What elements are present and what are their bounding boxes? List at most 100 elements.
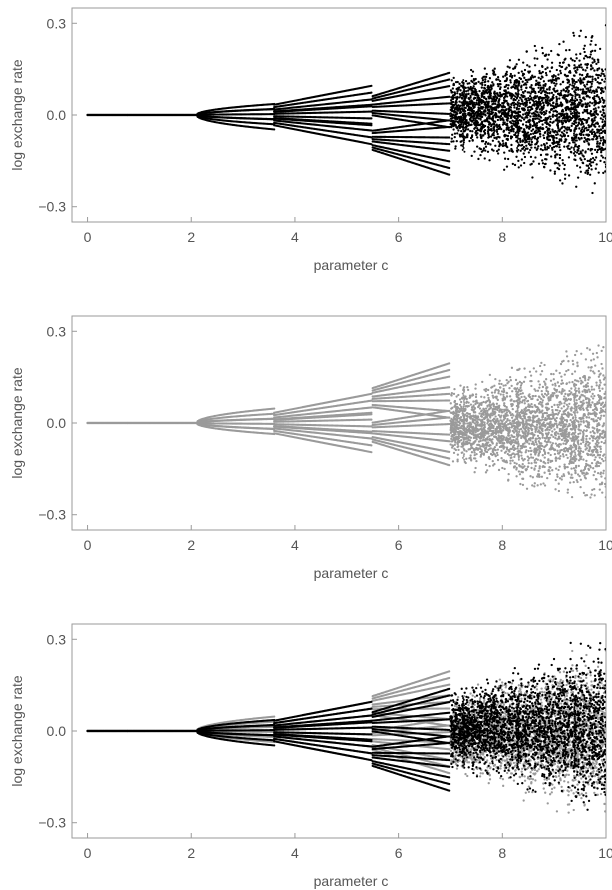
data-point [499, 95, 502, 98]
data-point [528, 65, 531, 68]
data-point [531, 119, 534, 122]
data-point [530, 143, 533, 146]
data-point [524, 116, 527, 119]
data-point [548, 88, 551, 91]
data-point [520, 98, 523, 101]
data-point [492, 72, 495, 75]
data-point [552, 136, 556, 139]
data-point [555, 133, 558, 137]
data-point [595, 135, 598, 138]
data-point [522, 107, 526, 110]
data-point [473, 117, 477, 120]
data-point [493, 102, 497, 106]
data-point [464, 114, 468, 117]
data-point [487, 128, 490, 131]
data-point [495, 128, 499, 131]
data-point [506, 146, 509, 149]
data-point [592, 138, 595, 141]
data-point [589, 43, 592, 46]
data-point [556, 143, 560, 146]
data-point [587, 128, 590, 132]
data-point [602, 101, 605, 104]
data-point [505, 108, 508, 112]
data-point [580, 99, 583, 102]
data-point [529, 133, 533, 136]
data-point [599, 81, 602, 85]
data-point [511, 85, 514, 88]
data-point [568, 142, 571, 145]
data-point [483, 86, 486, 90]
data-point [454, 103, 457, 106]
data-point [491, 119, 495, 122]
data-point [498, 91, 502, 94]
data-point [531, 87, 535, 91]
data-point [578, 73, 582, 76]
data-point [542, 101, 545, 105]
data-point [510, 122, 513, 125]
data-point [520, 158, 524, 161]
data-point [454, 124, 457, 127]
data-point [535, 79, 538, 82]
data-point [513, 124, 516, 127]
data-point [595, 88, 598, 91]
data-point [570, 124, 573, 128]
data-point [448, 166, 451, 170]
data-point [576, 87, 580, 90]
data-point [482, 89, 485, 92]
data-point [505, 165, 509, 168]
data-point [475, 90, 478, 94]
data-point [602, 171, 605, 175]
data-point [501, 106, 505, 109]
data-point [467, 86, 470, 89]
data-point [542, 110, 546, 114]
data-point [589, 110, 593, 113]
data-point [551, 113, 555, 116]
data-point [593, 114, 596, 117]
data-point [590, 152, 594, 155]
data-point [542, 118, 546, 122]
data-point [584, 69, 587, 72]
data-point [476, 128, 479, 132]
data-point [604, 117, 606, 120]
data-point [466, 128, 470, 131]
data-point [482, 130, 486, 133]
data-point [494, 100, 497, 103]
data-point [485, 72, 488, 76]
data-point [496, 103, 499, 106]
data-point [484, 78, 487, 81]
data-point [480, 140, 484, 143]
data-point [598, 125, 601, 128]
data-point [464, 119, 468, 123]
data-point [534, 83, 537, 87]
data-point [545, 142, 548, 145]
data-point [506, 138, 509, 141]
data-point [592, 108, 595, 111]
data-point [510, 76, 514, 79]
data-point [478, 89, 481, 93]
data-point [581, 126, 584, 129]
data-point [543, 166, 546, 169]
data-point [513, 163, 517, 167]
data-point [483, 67, 486, 70]
data-point [593, 69, 596, 72]
data-point [591, 80, 594, 83]
data-point [539, 133, 542, 136]
data-point [493, 129, 496, 132]
data-point [533, 44, 536, 48]
data-point [580, 66, 583, 69]
data-point [554, 75, 557, 78]
data-point [544, 96, 548, 99]
data-point [492, 149, 495, 152]
data-point [502, 142, 505, 145]
data-point [558, 61, 562, 65]
data-point [458, 100, 461, 103]
data-point [591, 157, 595, 160]
data-point [551, 96, 554, 100]
data-point [593, 158, 596, 162]
data-point [539, 87, 542, 91]
data-point [486, 101, 489, 104]
data-point [600, 72, 603, 75]
data-point [523, 76, 526, 79]
data-point [595, 151, 599, 154]
data-point [454, 145, 457, 148]
